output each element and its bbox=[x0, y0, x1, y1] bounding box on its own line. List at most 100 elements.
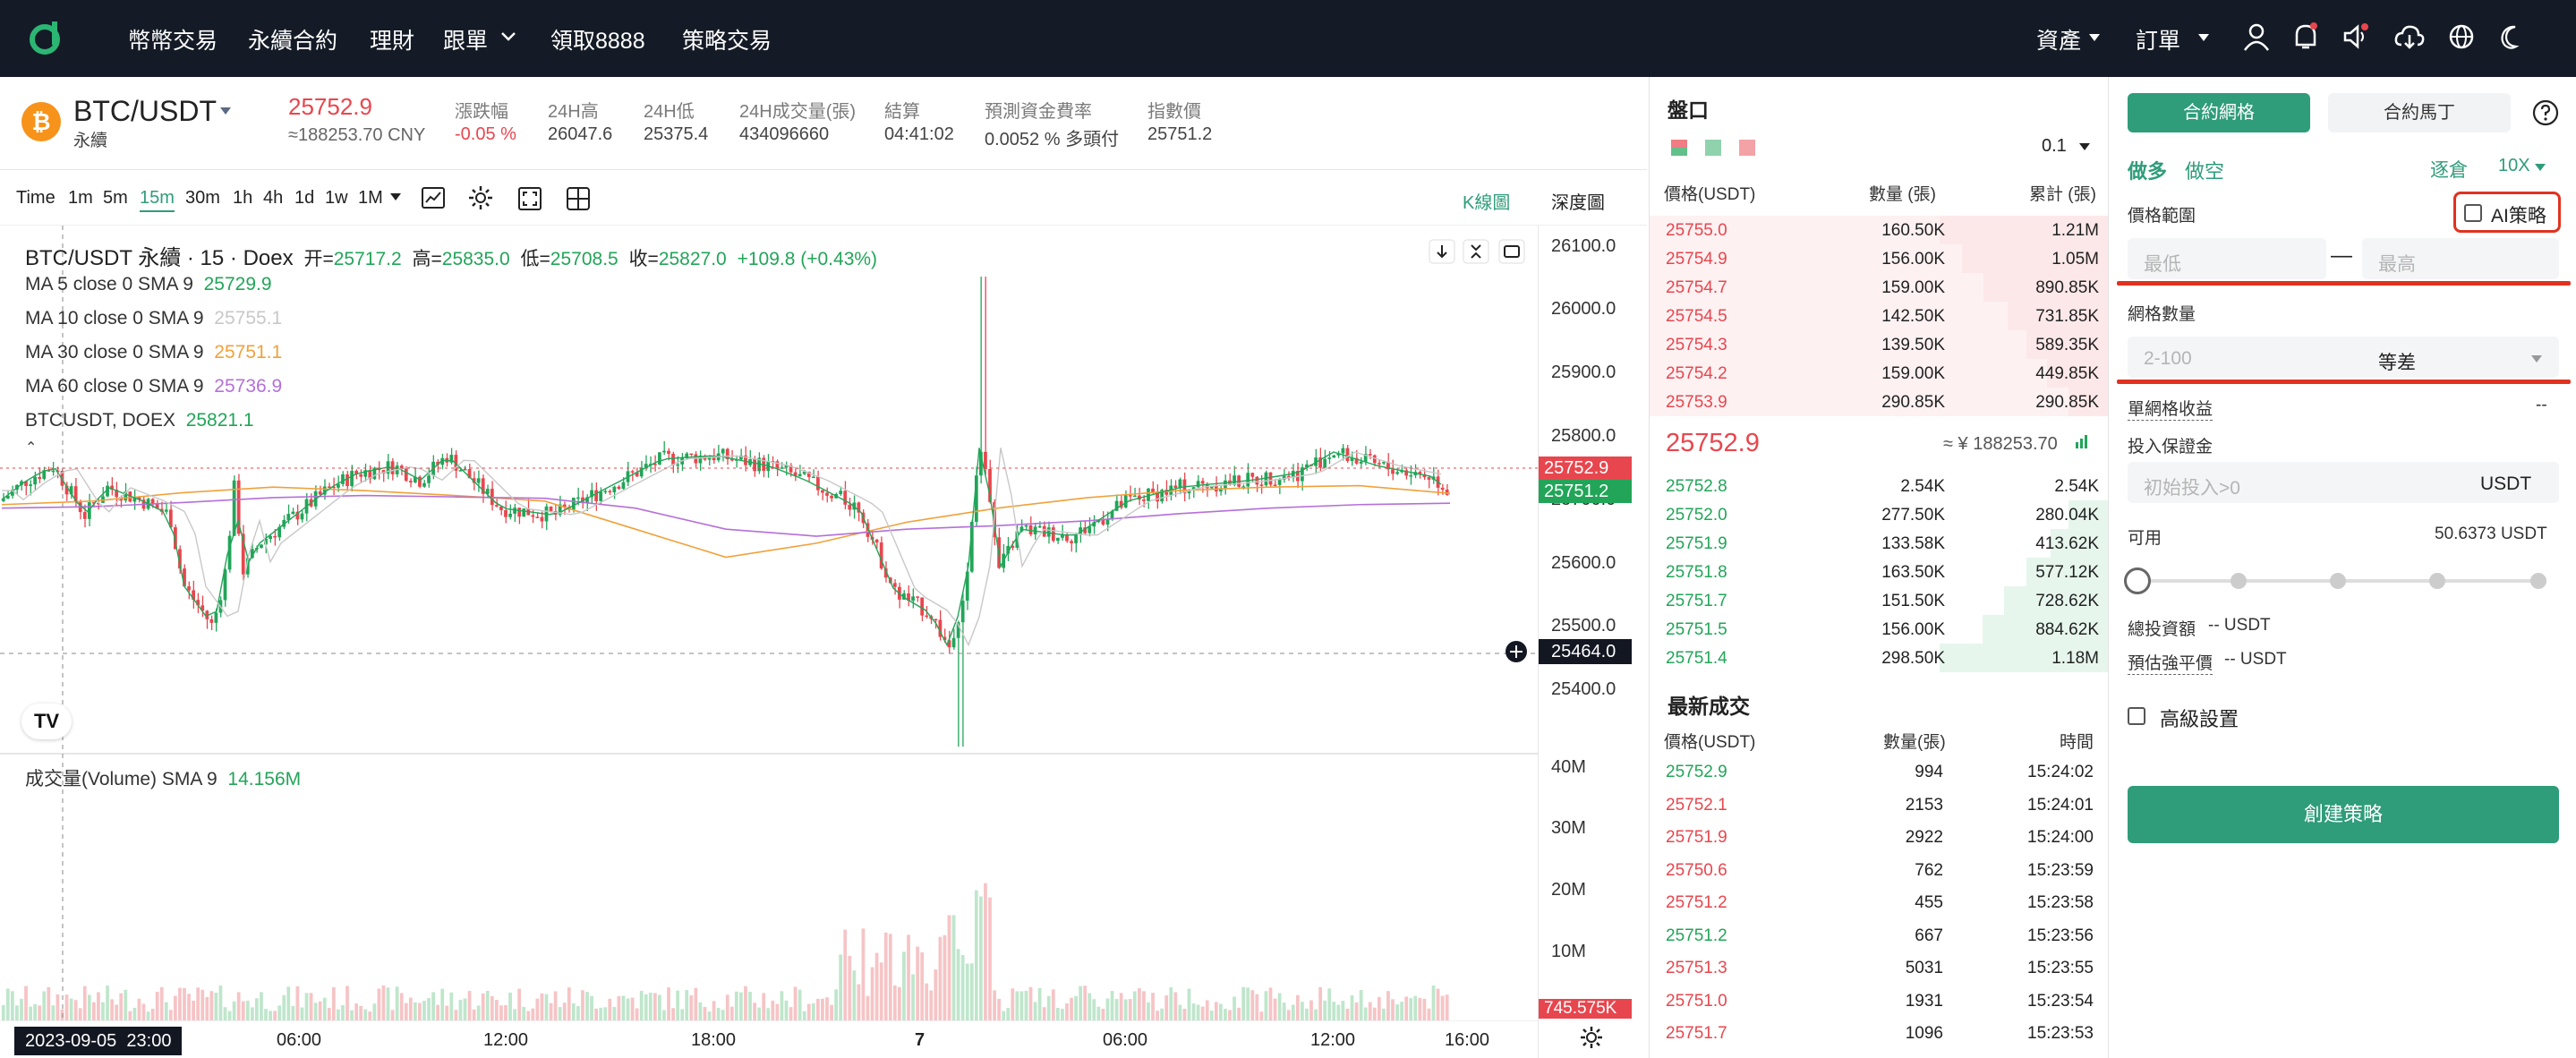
collapse-legend-icon[interactable]: ⌃ bbox=[25, 440, 38, 456]
bid-row[interactable]: 25752.8 2.54K 2.54K bbox=[1650, 472, 2108, 500]
volume-bar bbox=[269, 1011, 272, 1020]
slider-step[interactable] bbox=[2330, 573, 2346, 589]
settings-gear-icon[interactable] bbox=[1578, 1024, 1605, 1051]
advanced-label[interactable]: 高級設置 bbox=[2160, 708, 2239, 730]
collapse-icon[interactable] bbox=[1463, 239, 1489, 264]
caret-down-icon[interactable] bbox=[218, 106, 233, 116]
nav-spot[interactable]: 幣幣交易 bbox=[128, 29, 218, 54]
nav-claim-8888[interactable]: 領取8888 bbox=[550, 29, 645, 54]
caret-down-icon[interactable] bbox=[2077, 141, 2092, 152]
candle-body bbox=[531, 515, 535, 517]
caret-down-icon[interactable] bbox=[388, 192, 403, 202]
interval-30m[interactable]: 30m bbox=[185, 188, 220, 208]
book-both-icon[interactable] bbox=[1671, 140, 1687, 156]
slider-step[interactable] bbox=[2429, 573, 2445, 589]
bid-row[interactable]: 25751.9 133.58K 413.62K bbox=[1650, 529, 2108, 558]
leverage[interactable]: 10X bbox=[2498, 156, 2530, 175]
candle-body bbox=[1151, 488, 1155, 492]
fullscreen-icon[interactable] bbox=[517, 186, 542, 211]
chart-area[interactable]: BTC/USDT 永續 · 15 · Doex 开=25717.2 高=2583… bbox=[0, 226, 1647, 1058]
volume-bar bbox=[1332, 1002, 1336, 1020]
stat-value: 25375.4 bbox=[644, 124, 709, 144]
volume-bar bbox=[815, 998, 820, 1020]
precision-select[interactable]: 0.1 bbox=[2042, 136, 2067, 156]
layout-grid-icon[interactable] bbox=[566, 186, 591, 211]
min-price-input[interactable]: 最低 bbox=[2128, 238, 2326, 279]
tradingview-logo[interactable]: TV bbox=[21, 704, 72, 739]
logo-icon[interactable] bbox=[25, 18, 64, 57]
row-total: 280.04K bbox=[2035, 506, 2099, 525]
interval-1h[interactable]: 1h bbox=[233, 188, 253, 208]
nav-orders[interactable]: 訂單 bbox=[2136, 29, 2181, 54]
candle-body bbox=[1079, 527, 1083, 535]
nav-finance[interactable]: 理財 bbox=[370, 29, 415, 54]
interval-1d[interactable]: 1d bbox=[294, 188, 315, 208]
trade-price: 25751.9 bbox=[1666, 828, 1727, 847]
moon-icon[interactable] bbox=[2497, 21, 2526, 52]
interval-1M[interactable]: 1M bbox=[358, 188, 383, 208]
tab-contract-grid[interactable]: 合約網格 bbox=[2128, 93, 2310, 132]
volume-bar bbox=[64, 994, 69, 1020]
margin-input[interactable]: 初始投入>0 USDT bbox=[2128, 462, 2559, 503]
interval-1w[interactable]: 1w bbox=[325, 188, 348, 208]
bid-row[interactable]: 25751.7 151.50K 728.62K bbox=[1650, 586, 2108, 615]
long-tab[interactable]: 做多 bbox=[2128, 160, 2168, 183]
price-axis[interactable]: 26100.0 26000.0 25900.0 25800.0 25700.0 … bbox=[1538, 226, 1647, 1058]
bid-row[interactable]: 25752.0 277.50K 280.04K bbox=[1650, 500, 2108, 529]
arrow-down-icon[interactable] bbox=[1429, 239, 1455, 264]
bell-icon[interactable] bbox=[2291, 21, 2320, 52]
speaker-icon[interactable] bbox=[2341, 21, 2370, 52]
ask-row[interactable]: 25755.0 160.50K 1.21M bbox=[1650, 216, 2108, 244]
ask-row[interactable]: 25754.3 139.50K 589.35K bbox=[1650, 330, 2108, 359]
ask-row[interactable]: 25754.5 142.50K 731.85K bbox=[1650, 302, 2108, 330]
caret-down-icon[interactable] bbox=[2530, 354, 2543, 363]
volume-bar bbox=[1033, 1002, 1037, 1020]
bid-row[interactable]: 25751.4 298.50K 1.18M bbox=[1650, 644, 2108, 672]
short-tab[interactable]: 做空 bbox=[2185, 160, 2225, 183]
ai-strategy-checkbox[interactable] bbox=[2464, 204, 2482, 222]
refresh-icon[interactable] bbox=[1498, 239, 1525, 264]
ai-strategy-label[interactable]: AI策略 bbox=[2491, 206, 2546, 226]
globe-icon[interactable] bbox=[2447, 21, 2476, 52]
book-asks-icon[interactable] bbox=[1739, 140, 1755, 156]
volume-bar bbox=[1147, 1002, 1150, 1020]
grid-count-input[interactable]: 2-100 等差 bbox=[2128, 337, 2559, 378]
tab-kline[interactable]: K線圖 bbox=[1463, 193, 1511, 213]
ask-row[interactable]: 25753.9 290.85K 290.85K bbox=[1650, 388, 2108, 416]
slider-step[interactable] bbox=[2530, 573, 2546, 589]
indicator-icon[interactable] bbox=[421, 186, 446, 209]
nav-assets[interactable]: 資產 bbox=[2036, 29, 2082, 54]
nav-perpetual[interactable]: 永續合約 bbox=[248, 29, 338, 54]
user-icon[interactable] bbox=[2242, 21, 2271, 52]
create-strategy-button[interactable]: 創建策略 bbox=[2128, 786, 2559, 843]
tab-depth[interactable]: 深度圖 bbox=[1551, 193, 1605, 213]
candle-body bbox=[1101, 519, 1105, 525]
download-cloud-icon[interactable] bbox=[2393, 21, 2426, 52]
bid-row[interactable]: 25751.5 156.00K 884.62K bbox=[1650, 615, 2108, 644]
interval-15m[interactable]: 15m bbox=[140, 188, 175, 212]
margin-mode[interactable]: 逐倉 bbox=[2430, 160, 2468, 181]
time-axis[interactable]: 2023-09-05 23:00 06:00 12:00 18:00 7 06:… bbox=[0, 1020, 1538, 1058]
interval-time[interactable]: Time bbox=[16, 188, 55, 208]
max-price-input[interactable]: 最高 bbox=[2362, 238, 2559, 279]
interval-5m[interactable]: 5m bbox=[103, 188, 128, 208]
price-chart[interactable] bbox=[0, 226, 1538, 1058]
book-bids-icon[interactable] bbox=[1705, 140, 1721, 156]
caret-down-icon[interactable] bbox=[2534, 163, 2546, 172]
settings-gear-icon[interactable] bbox=[467, 184, 494, 211]
ask-row[interactable]: 25754.2 159.00K 449.85K bbox=[1650, 359, 2108, 388]
interval-1m[interactable]: 1m bbox=[68, 188, 93, 208]
nav-copy-trade[interactable]: 跟單 bbox=[443, 29, 489, 54]
interval-4h[interactable]: 4h bbox=[263, 188, 284, 208]
plus-circle-icon[interactable] bbox=[1504, 639, 1529, 664]
help-icon[interactable] bbox=[2531, 98, 2560, 127]
bid-row[interactable]: 25751.8 163.50K 577.12K bbox=[1650, 558, 2108, 586]
pair-name[interactable]: BTC/USDT bbox=[73, 95, 217, 127]
slider-handle[interactable] bbox=[2124, 567, 2151, 594]
slider-step[interactable] bbox=[2231, 573, 2247, 589]
nav-strategy[interactable]: 策略交易 bbox=[682, 29, 772, 54]
tab-contract-martin[interactable]: 合約馬丁 bbox=[2328, 93, 2511, 132]
ask-row[interactable]: 25754.9 156.00K 1.05M bbox=[1650, 244, 2108, 273]
advanced-checkbox[interactable] bbox=[2128, 707, 2145, 725]
ask-row[interactable]: 25754.7 159.00K 890.85K bbox=[1650, 273, 2108, 302]
